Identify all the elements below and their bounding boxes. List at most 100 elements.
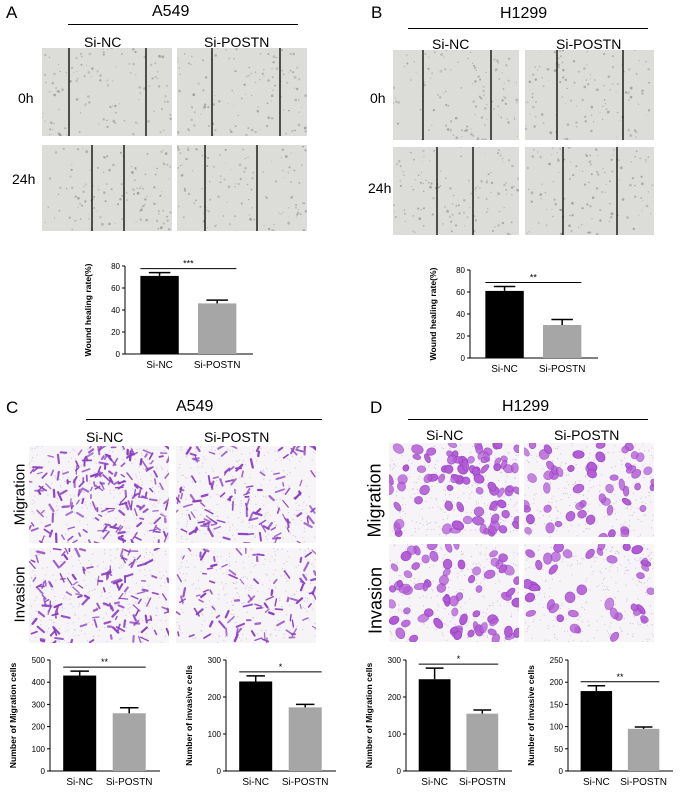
chart-c-invasion: 0 100 200 300 Number of invasive cells Si-NC S… bbox=[184, 656, 336, 788]
chart-a-wound-healing: 0 20 40 60 80 Wound healing rate(%) Si-NC Si-PO… bbox=[83, 259, 253, 371]
panel-b-col-si-postn: Si-POSTN bbox=[556, 36, 622, 52]
panel-c-title: A549 bbox=[176, 398, 214, 415]
wound-image-h1299-postn-0h bbox=[525, 50, 654, 140]
transwell-image-a549-postn-migration bbox=[176, 446, 316, 543]
y-tick-label: 500 bbox=[32, 656, 46, 665]
y-tick-label: 200 bbox=[208, 693, 222, 702]
transwell-image-h1299-nc-migration bbox=[389, 443, 519, 537]
transwell-image-a549-nc-invasion bbox=[29, 548, 169, 643]
y-tick-label: 250 bbox=[550, 656, 564, 665]
panel-b-col-si-nc: Si-NC bbox=[432, 36, 470, 52]
y-tick-label: 100 bbox=[208, 730, 222, 739]
y-tick-label: 300 bbox=[388, 656, 402, 665]
panel-a-col-si-nc: Si-NC bbox=[84, 34, 122, 50]
significance-label: ** bbox=[101, 657, 109, 667]
chart-d-invasion: 0 50 100 150 200 250 Number of invasive cells S… bbox=[526, 656, 673, 788]
significance-label: * bbox=[279, 662, 283, 672]
y-tick-label: 40 bbox=[111, 306, 120, 315]
category-label: Si-NC bbox=[242, 777, 269, 788]
y-axis-label: Number of Migration cells bbox=[8, 663, 18, 769]
category-label: Si-POSTN bbox=[106, 777, 153, 788]
panel-b-title-rule bbox=[408, 28, 648, 29]
panel-c-row-migration: Migration bbox=[11, 463, 29, 526]
y-tick-label: 0 bbox=[116, 350, 121, 359]
y-tick-label: 60 bbox=[456, 288, 465, 297]
category-label: Si-NC bbox=[583, 777, 610, 788]
panel-c-col-si-nc: Si-NC bbox=[86, 429, 124, 445]
y-tick-label: 0 bbox=[559, 767, 564, 776]
transwell-image-a549-postn-invasion bbox=[176, 548, 316, 643]
category-label: Si-NC bbox=[146, 360, 173, 371]
panel-letter-c: C bbox=[6, 398, 19, 417]
panel-c-col-si-postn: Si-POSTN bbox=[204, 429, 270, 445]
wound-image-h1299-postn-24h bbox=[525, 147, 654, 235]
panel-d-title: H1299 bbox=[502, 398, 550, 415]
transwell-image-a549-nc-migration bbox=[29, 446, 169, 543]
panel-d-row-invasion: Invasion bbox=[365, 566, 386, 635]
y-tick-label: 400 bbox=[32, 678, 46, 687]
bar-si-nc bbox=[418, 679, 451, 771]
panel-c-row-invasion: Invasion bbox=[11, 566, 29, 623]
y-tick-label: 100 bbox=[550, 723, 564, 732]
panel-c-title-rule bbox=[86, 419, 322, 420]
category-label: Si-POSTN bbox=[539, 364, 586, 375]
significance-label: ** bbox=[616, 672, 624, 682]
y-tick-label: 300 bbox=[208, 656, 222, 665]
y-tick-label: 0 bbox=[461, 354, 466, 363]
bar-si-postn bbox=[466, 713, 499, 771]
bar-si-nc bbox=[140, 275, 179, 354]
bar-si-nc bbox=[239, 681, 273, 771]
bar-si-postn bbox=[197, 303, 237, 354]
y-axis-label: Number of invasive cells bbox=[526, 665, 536, 766]
transwell-image-h1299-postn-migration bbox=[524, 443, 654, 537]
panel-a-col-si-postn: Si-POSTN bbox=[204, 34, 270, 50]
y-tick-label: 300 bbox=[32, 700, 46, 709]
panel-b-row-0h: 0h bbox=[370, 90, 386, 106]
y-tick-label: 100 bbox=[388, 730, 402, 739]
y-tick-label: 100 bbox=[32, 745, 46, 754]
bar-si-nc bbox=[580, 691, 613, 771]
bar-si-postn bbox=[627, 728, 660, 771]
transwell-image-h1299-nc-invasion bbox=[389, 544, 519, 642]
panel-a-title-rule bbox=[68, 24, 298, 25]
panel-a-row-24h: 24h bbox=[12, 171, 36, 187]
y-tick-label: 80 bbox=[111, 262, 120, 271]
panel-letter-d: D bbox=[370, 398, 383, 417]
panel-d-row-migration: Migration bbox=[364, 463, 385, 538]
panel-d-title-rule bbox=[408, 419, 648, 420]
wound-image-a549-nc-24h bbox=[42, 145, 172, 231]
panel-d-col-si-nc: Si-NC bbox=[426, 427, 464, 443]
bar-si-postn bbox=[542, 325, 582, 358]
y-tick-label: 150 bbox=[550, 700, 564, 709]
y-tick-label: 0 bbox=[41, 767, 46, 776]
wound-image-a549-postn-24h bbox=[177, 145, 307, 231]
category-label: Si-NC bbox=[421, 777, 448, 788]
bar-si-nc bbox=[485, 290, 524, 358]
wound-image-a549-nc-0h bbox=[42, 48, 172, 136]
bar-si-postn bbox=[288, 707, 322, 771]
panel-a-title: A549 bbox=[152, 3, 190, 20]
y-axis-label: Number of Migration cells bbox=[364, 663, 374, 769]
category-label: Si-NC bbox=[66, 777, 93, 788]
category-label: Si-NC bbox=[491, 364, 518, 375]
wound-image-a549-postn-0h bbox=[177, 48, 307, 136]
wound-image-h1299-nc-24h bbox=[393, 147, 519, 235]
y-tick-label: 80 bbox=[456, 266, 465, 275]
category-label: Si-POSTN bbox=[194, 360, 241, 371]
y-tick-label: 60 bbox=[111, 284, 120, 293]
category-label: Si-POSTN bbox=[459, 777, 506, 788]
y-tick-label: 0 bbox=[217, 767, 222, 776]
chart-b-wound-healing: 0 20 40 60 80 Wound healing rate(%) Si-NC Si-PO… bbox=[428, 266, 598, 375]
panel-b-row-24h: 24h bbox=[368, 180, 392, 196]
panel-a-row-0h: 0h bbox=[18, 90, 34, 106]
panel-letter-b: B bbox=[371, 3, 383, 22]
y-tick-label: 0 bbox=[397, 767, 402, 776]
panel-b-title: H1299 bbox=[500, 5, 548, 22]
y-tick-label: 50 bbox=[554, 745, 563, 754]
bar-si-postn bbox=[112, 713, 146, 771]
y-tick-label: 200 bbox=[550, 678, 564, 687]
y-tick-label: 200 bbox=[32, 723, 46, 732]
y-axis-label: Wound healing rate(%) bbox=[83, 263, 93, 356]
chart-c-migration: 0 100 200 300 400 500 Number of Migration cell… bbox=[8, 656, 160, 788]
bar-si-nc bbox=[63, 675, 97, 771]
